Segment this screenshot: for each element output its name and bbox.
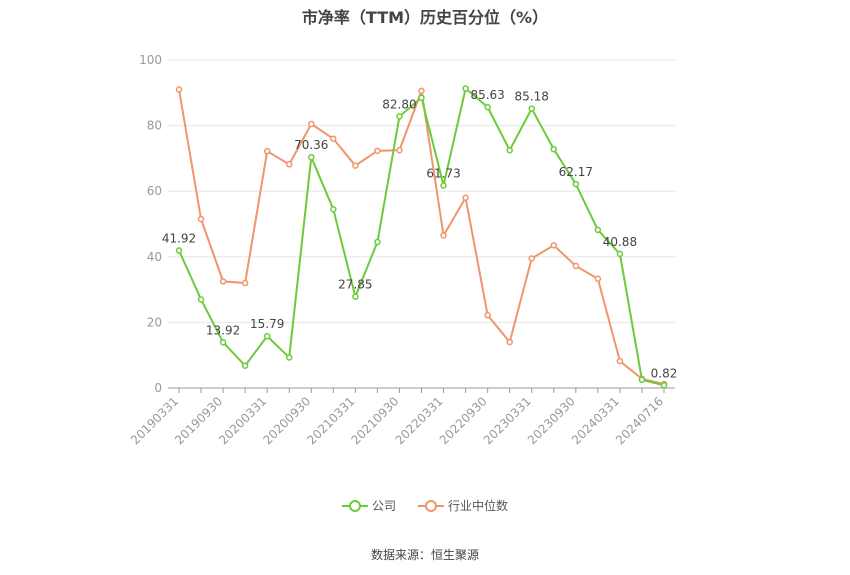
data-point [594,275,602,283]
data-point [241,362,249,369]
data-point [550,242,558,249]
data-label: 62.17 [559,165,593,179]
data-point [175,86,183,93]
data-point [285,354,293,361]
legend-item-company[interactable]: 公司 [341,497,396,514]
data-point [330,205,337,213]
data-point [528,255,535,262]
data-point [462,194,469,202]
data-point [219,278,227,285]
legend-label-company: 公司 [371,499,396,513]
y-tick-label: 100 [139,53,162,67]
data-point [462,85,469,92]
data-point [616,250,624,258]
legend: 公司 行业中位数 [0,497,850,514]
data-label: 0.82 [651,366,678,380]
data-label: 15.79 [250,317,284,331]
data-point [175,247,183,254]
data-point [330,135,337,142]
data-point [484,311,491,319]
data-point [241,279,249,287]
y-tick-label: 40 [147,250,162,264]
data-point [219,339,227,346]
data-point [352,162,359,169]
data-point [550,145,558,153]
data-point [484,103,491,111]
data-point [418,87,425,95]
legend-label-industry: 行业中位数 [448,499,509,513]
data-point [396,146,403,154]
series-line-company [178,86,665,387]
data-point [197,296,205,303]
legend-swatch-industry [418,499,444,513]
y-tick-label: 0 [154,381,162,395]
data-point [616,357,624,365]
data-label: 61.73 [426,167,460,181]
data-label: 27.85 [338,278,372,292]
data-point [638,376,646,384]
data-point [285,161,293,168]
y-tick-label: 20 [147,315,162,329]
legend-item-industry[interactable]: 行业中位数 [418,497,508,514]
data-point [594,226,602,234]
data-point [440,182,447,189]
data-label: 85.63 [470,88,504,102]
y-tick-label: 60 [147,184,162,198]
data-point [418,94,425,101]
data-point [374,238,381,246]
x-tick-label: 20240716 [613,394,666,447]
data-source: 数据来源：恒生聚源 [370,548,479,562]
data-label: 82.80 [382,97,416,111]
data-point [197,215,205,223]
data-label: 40.88 [603,235,637,249]
data-point [308,120,315,128]
chart-title: 市净率（TTM）历史百分位（%） [301,8,549,27]
data-point [263,147,271,155]
y-tick-label: 80 [147,119,162,133]
data-point [506,338,513,346]
data-label: 85.18 [515,90,549,104]
data-label: 41.92 [162,232,196,246]
data-point [308,153,315,161]
data-point [374,147,381,155]
data-point [396,113,403,120]
data-label: 13.92 [206,323,240,337]
data-point [440,232,447,239]
data-label: 70.36 [294,138,328,152]
series-line-industry [178,86,665,386]
legend-swatch-company [341,499,368,513]
data-point [352,293,359,300]
data-point [572,262,580,270]
data-point [528,105,535,112]
data-point [572,180,580,188]
data-point [506,146,513,154]
data-point [263,332,271,340]
data-point [660,382,668,389]
